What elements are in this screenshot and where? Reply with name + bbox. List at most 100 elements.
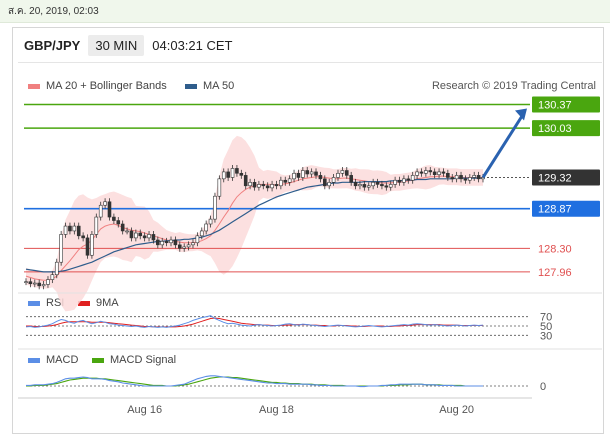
candle-body xyxy=(94,216,99,235)
date-label: ส.ค. 20, 2019, 02:03 xyxy=(8,6,99,17)
legend-ma50-label: MA 50 xyxy=(203,80,235,92)
candle-body xyxy=(186,244,191,248)
level-label-128.30: 128.30 xyxy=(538,243,572,255)
candle-body xyxy=(437,171,441,175)
candle-body xyxy=(169,239,173,244)
candle-body xyxy=(46,279,50,285)
candle-body xyxy=(199,230,204,237)
candle-body xyxy=(349,175,353,183)
legend-9ma: 9MA xyxy=(78,297,119,309)
candle-body xyxy=(116,220,121,225)
candle-body xyxy=(147,234,151,239)
candle-body xyxy=(125,230,129,233)
candle-body xyxy=(142,235,147,239)
candle-body xyxy=(177,244,182,249)
candle-body xyxy=(28,281,33,285)
candle-body xyxy=(68,225,72,232)
x-tick-label: Aug 16 xyxy=(127,404,162,416)
candle-body xyxy=(160,241,165,246)
time-label: 04:03:21 CET xyxy=(152,37,233,53)
candle-body xyxy=(230,168,235,178)
candle-body xyxy=(213,195,217,220)
rsi-tick: 70 xyxy=(540,312,552,324)
x-tick-label: Aug 20 xyxy=(439,404,474,416)
macd-line xyxy=(26,375,483,388)
candle-body xyxy=(274,184,279,187)
candle-body xyxy=(366,185,371,188)
candle-body xyxy=(454,175,459,180)
ma50-swatch xyxy=(185,83,197,89)
candle-body xyxy=(32,282,37,285)
candle-body xyxy=(314,171,318,176)
credit-label: Research © 2019 Trading Central xyxy=(431,80,596,92)
candle-body xyxy=(388,184,393,188)
candle-body xyxy=(182,246,186,249)
candle-body xyxy=(208,218,213,225)
candle-body xyxy=(265,185,270,189)
candle-body xyxy=(432,171,437,175)
candle-body xyxy=(50,274,55,280)
candle-body xyxy=(173,239,178,246)
header-divider xyxy=(18,62,602,63)
candle-body xyxy=(344,170,349,176)
candle-body xyxy=(472,175,477,178)
candle-body xyxy=(54,261,59,276)
candle-body xyxy=(428,170,433,173)
candle-body xyxy=(463,178,468,181)
candle-body xyxy=(112,216,116,221)
candle-body xyxy=(191,242,195,246)
candle-body xyxy=(107,201,112,218)
level-tag-129.32 xyxy=(532,169,600,186)
candle-body xyxy=(353,182,358,187)
level-label-130.37: 130.37 xyxy=(538,100,572,112)
candle-body xyxy=(406,178,411,181)
candle-body xyxy=(380,184,384,187)
candle-body xyxy=(156,239,160,246)
candle-body xyxy=(98,204,103,218)
level-tag-130.37 xyxy=(532,96,600,113)
candle-body xyxy=(252,182,257,188)
candle-body xyxy=(283,179,288,183)
candle-body xyxy=(371,182,375,187)
candle-body xyxy=(120,223,125,232)
legend-ma20-label: MA 20 + Bollinger Bands xyxy=(46,80,167,92)
legend-ma20: MA 20 + Bollinger Bands xyxy=(28,80,167,92)
candle-body xyxy=(450,177,455,180)
candle-body xyxy=(358,184,362,187)
candle-body xyxy=(41,284,46,287)
candle-body xyxy=(292,172,296,180)
legend-ma50: MA 50 xyxy=(185,80,234,92)
candle-body xyxy=(301,170,305,178)
level-label-127.96: 127.96 xyxy=(538,267,572,279)
ma20-swatch xyxy=(28,83,40,89)
candle-body xyxy=(402,178,406,183)
macd-tick: 0 xyxy=(540,381,546,393)
ma9-swatch xyxy=(78,300,90,306)
candle-body xyxy=(248,182,252,187)
candle-body xyxy=(446,172,450,178)
legend-macd: MACD xyxy=(28,354,78,366)
candle-body xyxy=(261,184,266,187)
candle-body xyxy=(468,177,472,181)
candle-body xyxy=(134,232,138,239)
bollinger-band xyxy=(26,135,483,312)
rsi-tick: 30 xyxy=(540,330,552,342)
candle-body xyxy=(375,182,380,185)
projection-arrow-shaft xyxy=(481,113,525,179)
pair-label: GBP/JPY xyxy=(24,37,81,53)
candle-body xyxy=(424,170,428,174)
candle-body xyxy=(59,234,63,263)
candle-body xyxy=(239,172,244,176)
candle-body xyxy=(410,175,415,181)
level-tag-128.87 xyxy=(532,200,600,217)
legend-macd-signal: MACD Signal xyxy=(92,354,176,366)
candle-body xyxy=(81,235,85,239)
level-label-129.32: 129.32 xyxy=(538,172,572,184)
candle-body xyxy=(331,177,336,183)
candle-body xyxy=(129,230,134,239)
candle-body xyxy=(235,168,239,174)
candle-body xyxy=(221,171,226,180)
timeframe-badge[interactable]: 30 MIN xyxy=(88,34,145,56)
rsi-swatch xyxy=(28,300,40,306)
